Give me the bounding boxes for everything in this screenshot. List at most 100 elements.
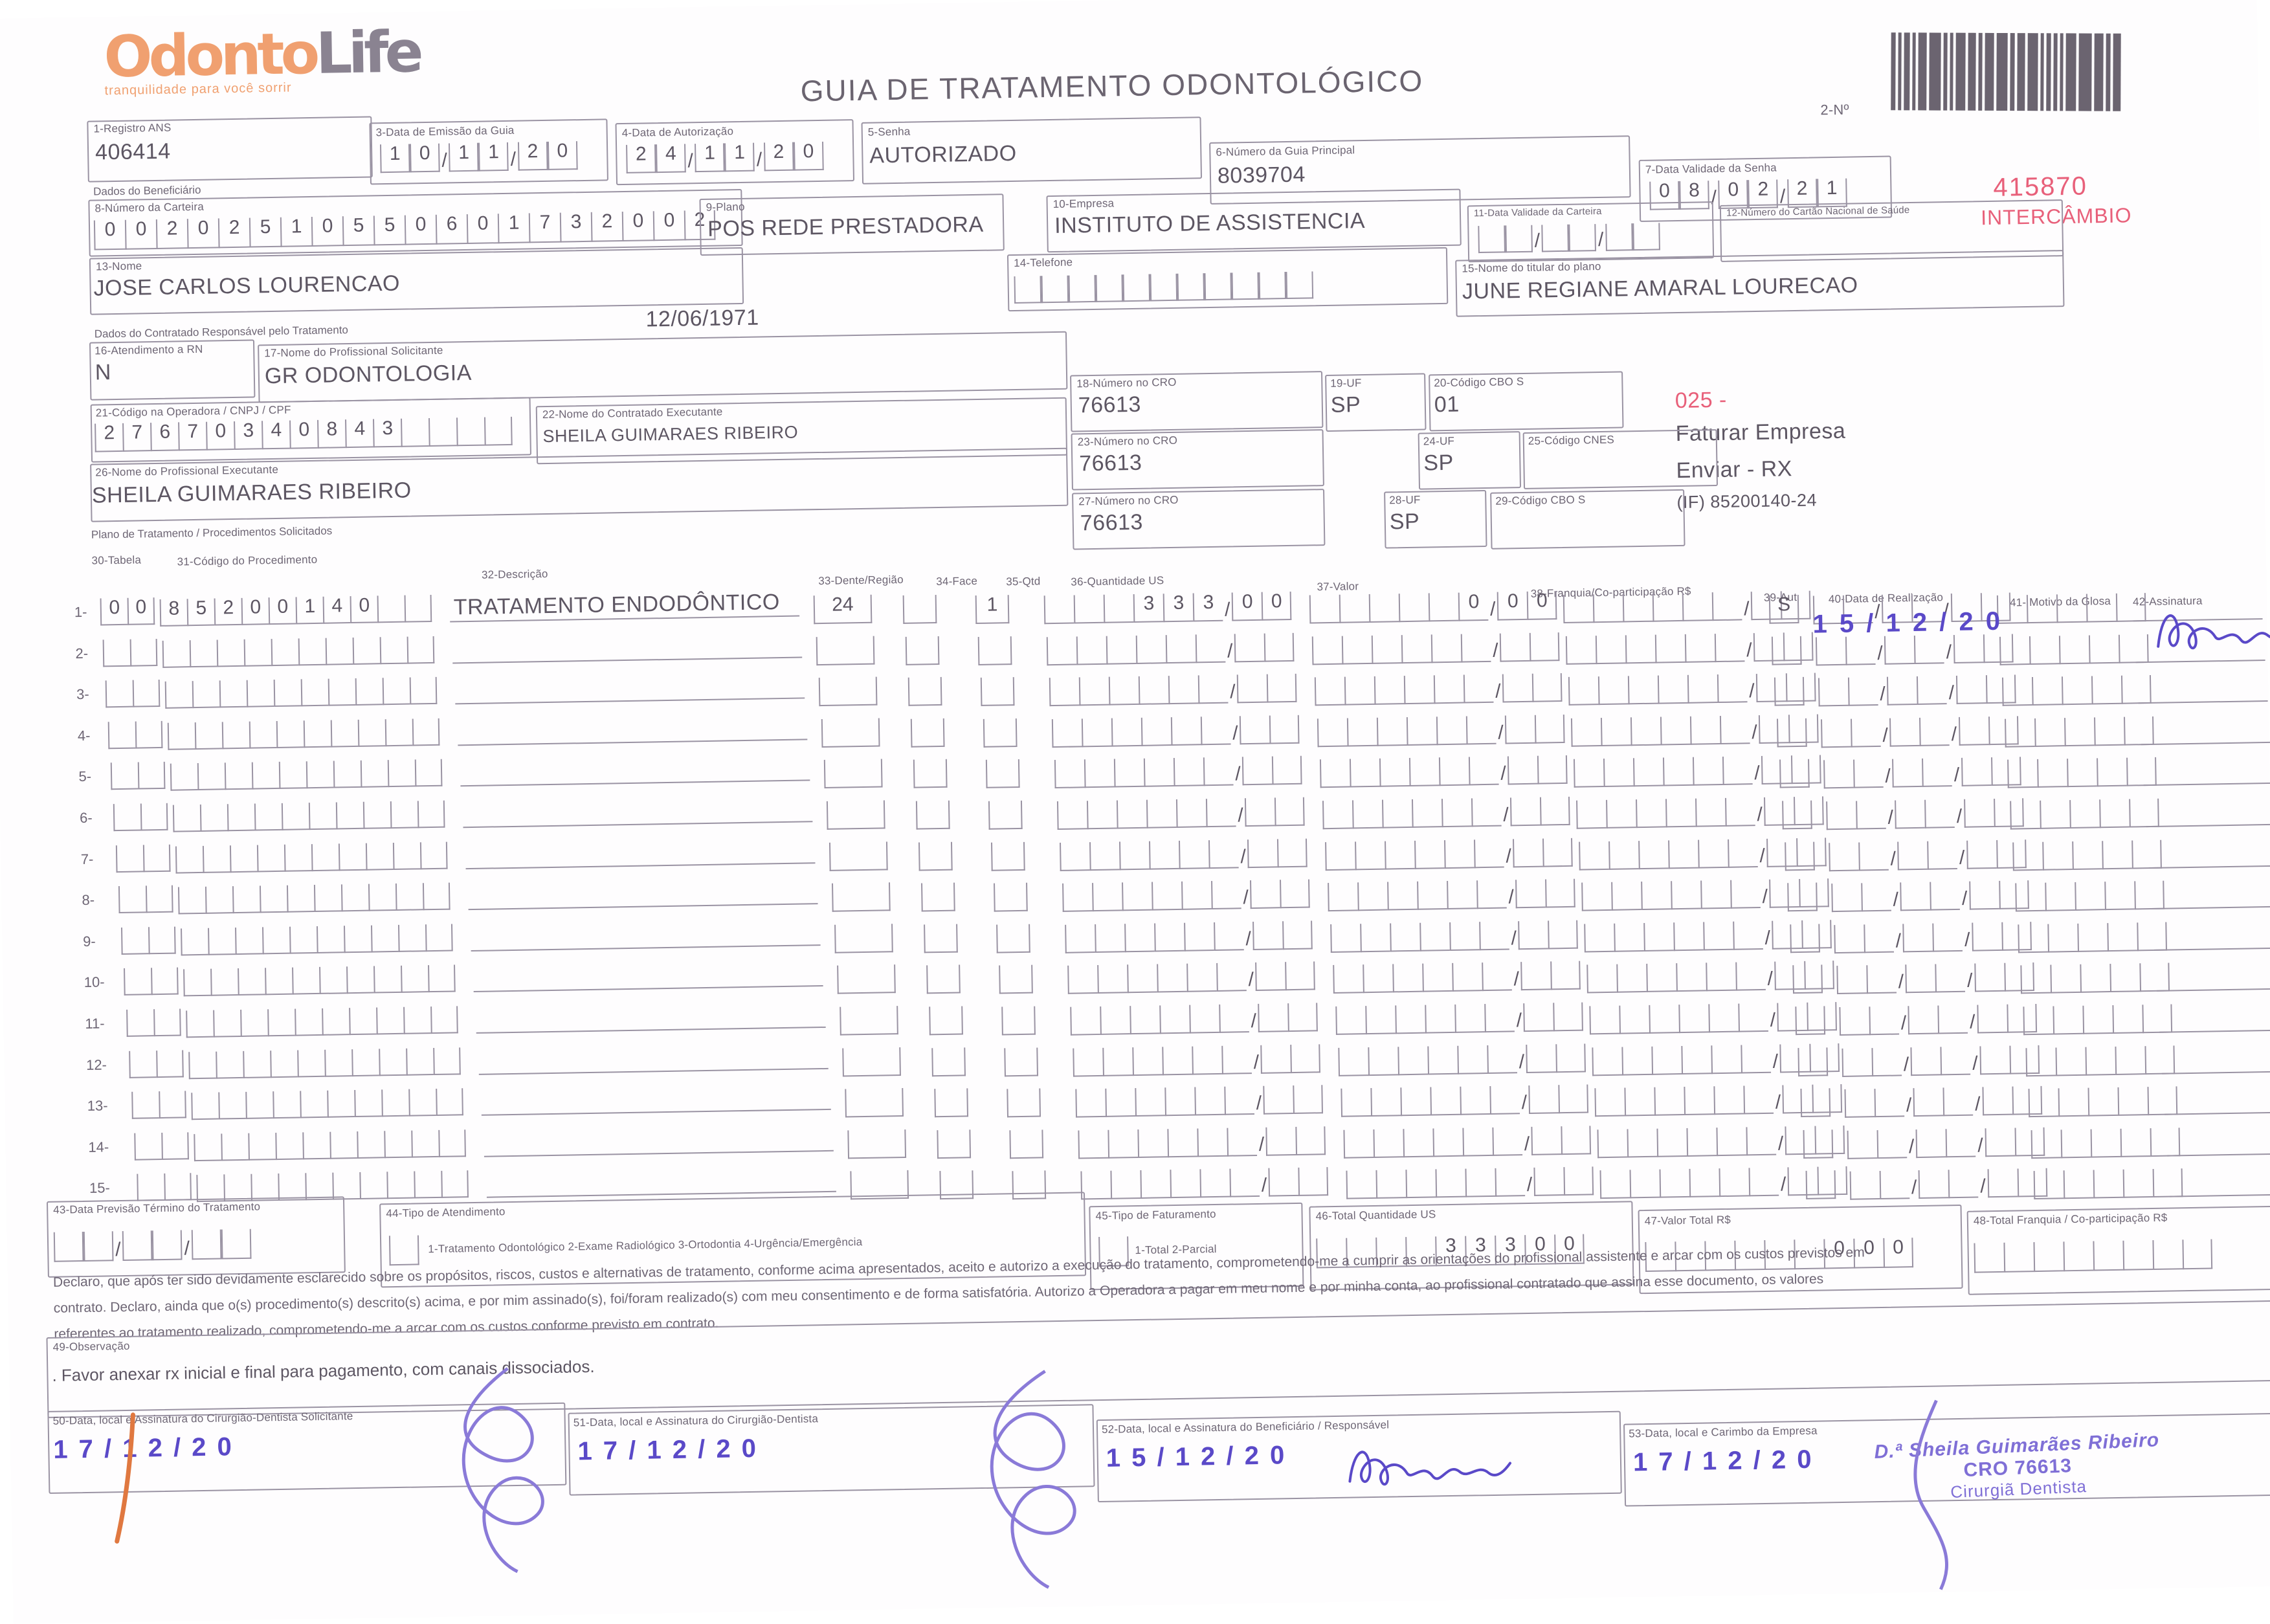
- comb-cell[interactable]: [243, 1050, 271, 1078]
- comb-cell[interactable]: [1660, 716, 1691, 746]
- comb-cell[interactable]: [2091, 675, 2122, 705]
- comb-cell[interactable]: [384, 1130, 412, 1159]
- comb-cell[interactable]: [1558, 1084, 1589, 1114]
- comb-cell[interactable]: [120, 927, 149, 955]
- comb-cell[interactable]: [1719, 715, 1750, 744]
- row-codigo[interactable]: [186, 1006, 458, 1038]
- comb-cell[interactable]: [1510, 797, 1541, 827]
- comb-cell[interactable]: [221, 1133, 249, 1161]
- comb-cell[interactable]: [238, 968, 265, 996]
- comb-cell[interactable]: 3: [1192, 592, 1223, 622]
- comb-cell[interactable]: [1269, 715, 1300, 744]
- row-valor[interactable]: /: [1330, 920, 1579, 953]
- comb-cell[interactable]: [1550, 961, 1581, 990]
- comb-cell[interactable]: [1592, 594, 1623, 623]
- comb-cell[interactable]: [1452, 962, 1482, 992]
- comb-cell[interactable]: [1189, 1004, 1219, 1034]
- row-face[interactable]: [913, 759, 948, 789]
- comb-cell[interactable]: [1106, 635, 1137, 665]
- comb-cell[interactable]: [1676, 962, 1706, 992]
- comb-cell[interactable]: [181, 928, 208, 956]
- row-data-realizacao[interactable]: / /: [1823, 757, 2021, 789]
- comb-cell[interactable]: [994, 882, 1028, 912]
- comb-cell[interactable]: [2102, 840, 2132, 869]
- comb-cell[interactable]: [907, 677, 942, 706]
- comb-cell[interactable]: [2007, 759, 2038, 789]
- comb-cell[interactable]: [2126, 757, 2157, 786]
- comb-cell[interactable]: [1599, 1170, 1630, 1199]
- comb-cell[interactable]: [1167, 1128, 1198, 1158]
- comb-cell[interactable]: [1056, 801, 1087, 830]
- row-dente[interactable]: [837, 964, 896, 995]
- comb-cell[interactable]: [1861, 882, 1891, 912]
- comb-cell[interactable]: 1: [478, 141, 509, 172]
- comb-cell[interactable]: [921, 882, 955, 912]
- comb-cell[interactable]: [1520, 961, 1552, 991]
- comb-cell[interactable]: [1630, 717, 1661, 746]
- comb-cell[interactable]: [1227, 1127, 1258, 1157]
- comb-cell[interactable]: [1108, 676, 1139, 706]
- comb-cell[interactable]: [1722, 756, 1753, 786]
- comb-cell[interactable]: [1611, 882, 1641, 911]
- row-valor[interactable]: /: [1338, 1043, 1586, 1076]
- row-codigo[interactable]: [177, 882, 451, 915]
- row-valor[interactable]: /: [1341, 1084, 1589, 1117]
- comb-cell[interactable]: [365, 842, 394, 871]
- comb-cell[interactable]: [1197, 674, 1229, 704]
- comb-cell[interactable]: [1221, 1045, 1252, 1074]
- comb-cell[interactable]: [205, 886, 233, 915]
- comb-cell[interactable]: [425, 924, 453, 951]
- comb-cell[interactable]: [438, 1129, 466, 1157]
- comb-cell[interactable]: [1728, 838, 1758, 868]
- comb-cell[interactable]: [1942, 1087, 1974, 1117]
- row-motivo-glosa[interactable]: [2018, 922, 2168, 953]
- comb-cell[interactable]: [2142, 1004, 2173, 1034]
- comb-cell[interactable]: [381, 1089, 409, 1117]
- comb-cell[interactable]: [1092, 882, 1122, 912]
- comb-cell[interactable]: [1889, 717, 1920, 747]
- row-qtd[interactable]: [1001, 1006, 1036, 1036]
- comb-cell[interactable]: [1229, 1168, 1260, 1198]
- row-quantidade-us[interactable]: 3 3 3/0 0: [1043, 590, 1292, 625]
- comb-cell[interactable]: [1785, 841, 1815, 871]
- comb-cell[interactable]: [271, 638, 299, 666]
- row-qtd[interactable]: [985, 759, 1020, 789]
- comb-cell[interactable]: [1078, 676, 1109, 706]
- comb-cell[interactable]: [284, 843, 312, 872]
- comb-cell[interactable]: [926, 964, 961, 994]
- comb-cell[interactable]: 0: [206, 420, 234, 450]
- comb-cell[interactable]: [1103, 594, 1134, 623]
- comb-cell[interactable]: [1624, 1087, 1655, 1117]
- comb-cell[interactable]: [1368, 1046, 1399, 1076]
- comb-cell[interactable]: [1945, 1128, 1976, 1158]
- comb-cell[interactable]: [1073, 1047, 1103, 1077]
- comb-cell[interactable]: [937, 1129, 972, 1159]
- comb-cell[interactable]: [1500, 632, 1530, 662]
- comb-cell[interactable]: [256, 844, 285, 873]
- comb-cell[interactable]: [1851, 718, 1881, 748]
- comb-cell[interactable]: [1586, 964, 1617, 994]
- comb-cell[interactable]: [1346, 717, 1377, 747]
- comb-cell[interactable]: [1622, 593, 1653, 623]
- row-quantidade-us[interactable]: /: [1054, 756, 1302, 789]
- comb-cell[interactable]: [1060, 841, 1090, 871]
- comb-cell[interactable]: [186, 1010, 214, 1038]
- row-aut[interactable]: [1785, 841, 1815, 871]
- comb-cell[interactable]: [1460, 1086, 1491, 1115]
- comb-cell[interactable]: [1717, 674, 1748, 704]
- row-valor[interactable]: /: [1335, 1002, 1584, 1035]
- row-data-realizacao[interactable]: / /: [1849, 1168, 2047, 1201]
- comb-cell[interactable]: [1200, 716, 1231, 746]
- comb-cell[interactable]: 0: [1497, 590, 1528, 621]
- comb-cell[interactable]: [1535, 714, 1565, 744]
- comb-cell[interactable]: [1682, 592, 1713, 621]
- row-face[interactable]: [934, 1088, 969, 1118]
- comb-cell[interactable]: [1927, 840, 1958, 870]
- row-quantidade-us[interactable]: /: [1070, 1003, 1319, 1036]
- comb-cell[interactable]: [1948, 1169, 1979, 1199]
- comb-cell[interactable]: [1110, 1170, 1141, 1200]
- comb-cell[interactable]: [484, 416, 513, 446]
- comb-cell[interactable]: [1076, 636, 1107, 665]
- row-codigo[interactable]: [188, 1047, 461, 1079]
- comb-cell[interactable]: [1714, 632, 1745, 662]
